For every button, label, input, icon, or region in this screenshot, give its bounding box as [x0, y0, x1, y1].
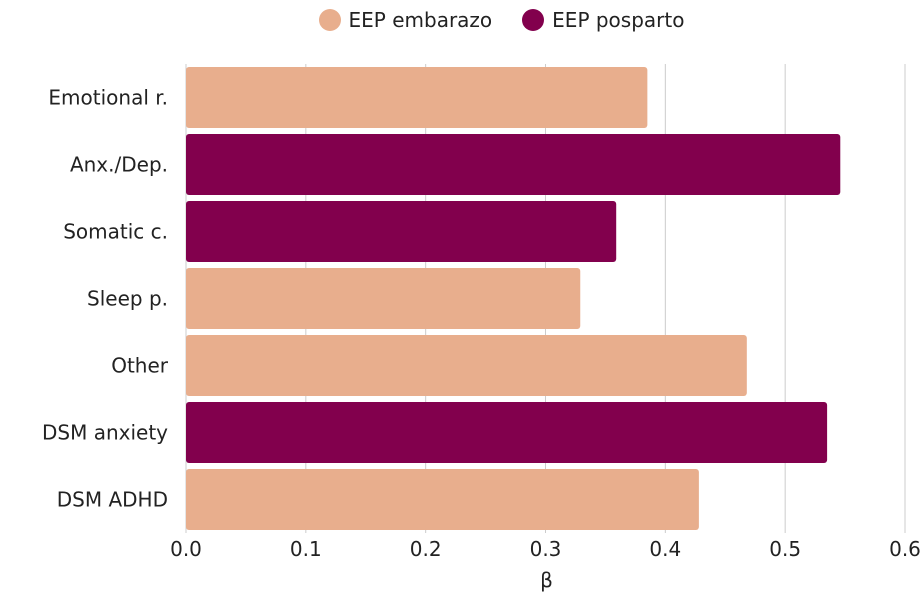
category-label-2: Somatic c.	[63, 220, 168, 244]
x-tick-label-3: 0.3	[530, 537, 562, 561]
bar-0	[186, 67, 648, 128]
x-axis-title: β	[540, 568, 553, 592]
x-tick-label-0: 0.0	[170, 537, 202, 561]
bar-3	[186, 268, 581, 329]
category-label-5: DSM anxiety	[42, 421, 168, 445]
legend-label-posparto: EEP posparto	[552, 8, 685, 32]
bar-5	[186, 402, 828, 463]
legend-swatch-embarazo	[318, 9, 341, 31]
category-label-6: DSM ADHD	[57, 488, 168, 512]
category-label-3: Sleep p.	[87, 287, 168, 311]
bar-6	[186, 469, 699, 530]
legend-swatch-posparto	[522, 9, 545, 31]
x-tick-label-5: 0.5	[769, 537, 801, 561]
bar-2	[186, 201, 617, 262]
bar-4	[186, 335, 747, 396]
x-tick-label-2: 0.2	[410, 537, 442, 561]
bar-1	[186, 134, 841, 195]
legend-item-embarazo: EEP embarazo	[318, 8, 493, 32]
x-tick-label-4: 0.4	[649, 537, 681, 561]
x-tick-label-6: 0.6	[889, 537, 921, 561]
category-label-0: Emotional r.	[48, 86, 168, 110]
legend-label-embarazo: EEP embarazo	[348, 8, 493, 32]
category-label-4: Other	[111, 354, 169, 378]
legend: EEP embarazo EEP posparto	[0, 8, 923, 32]
category-label-1: Anx./Dep.	[70, 153, 168, 177]
legend-item-posparto: EEP posparto	[522, 8, 684, 32]
x-tick-label-1: 0.1	[290, 537, 322, 561]
